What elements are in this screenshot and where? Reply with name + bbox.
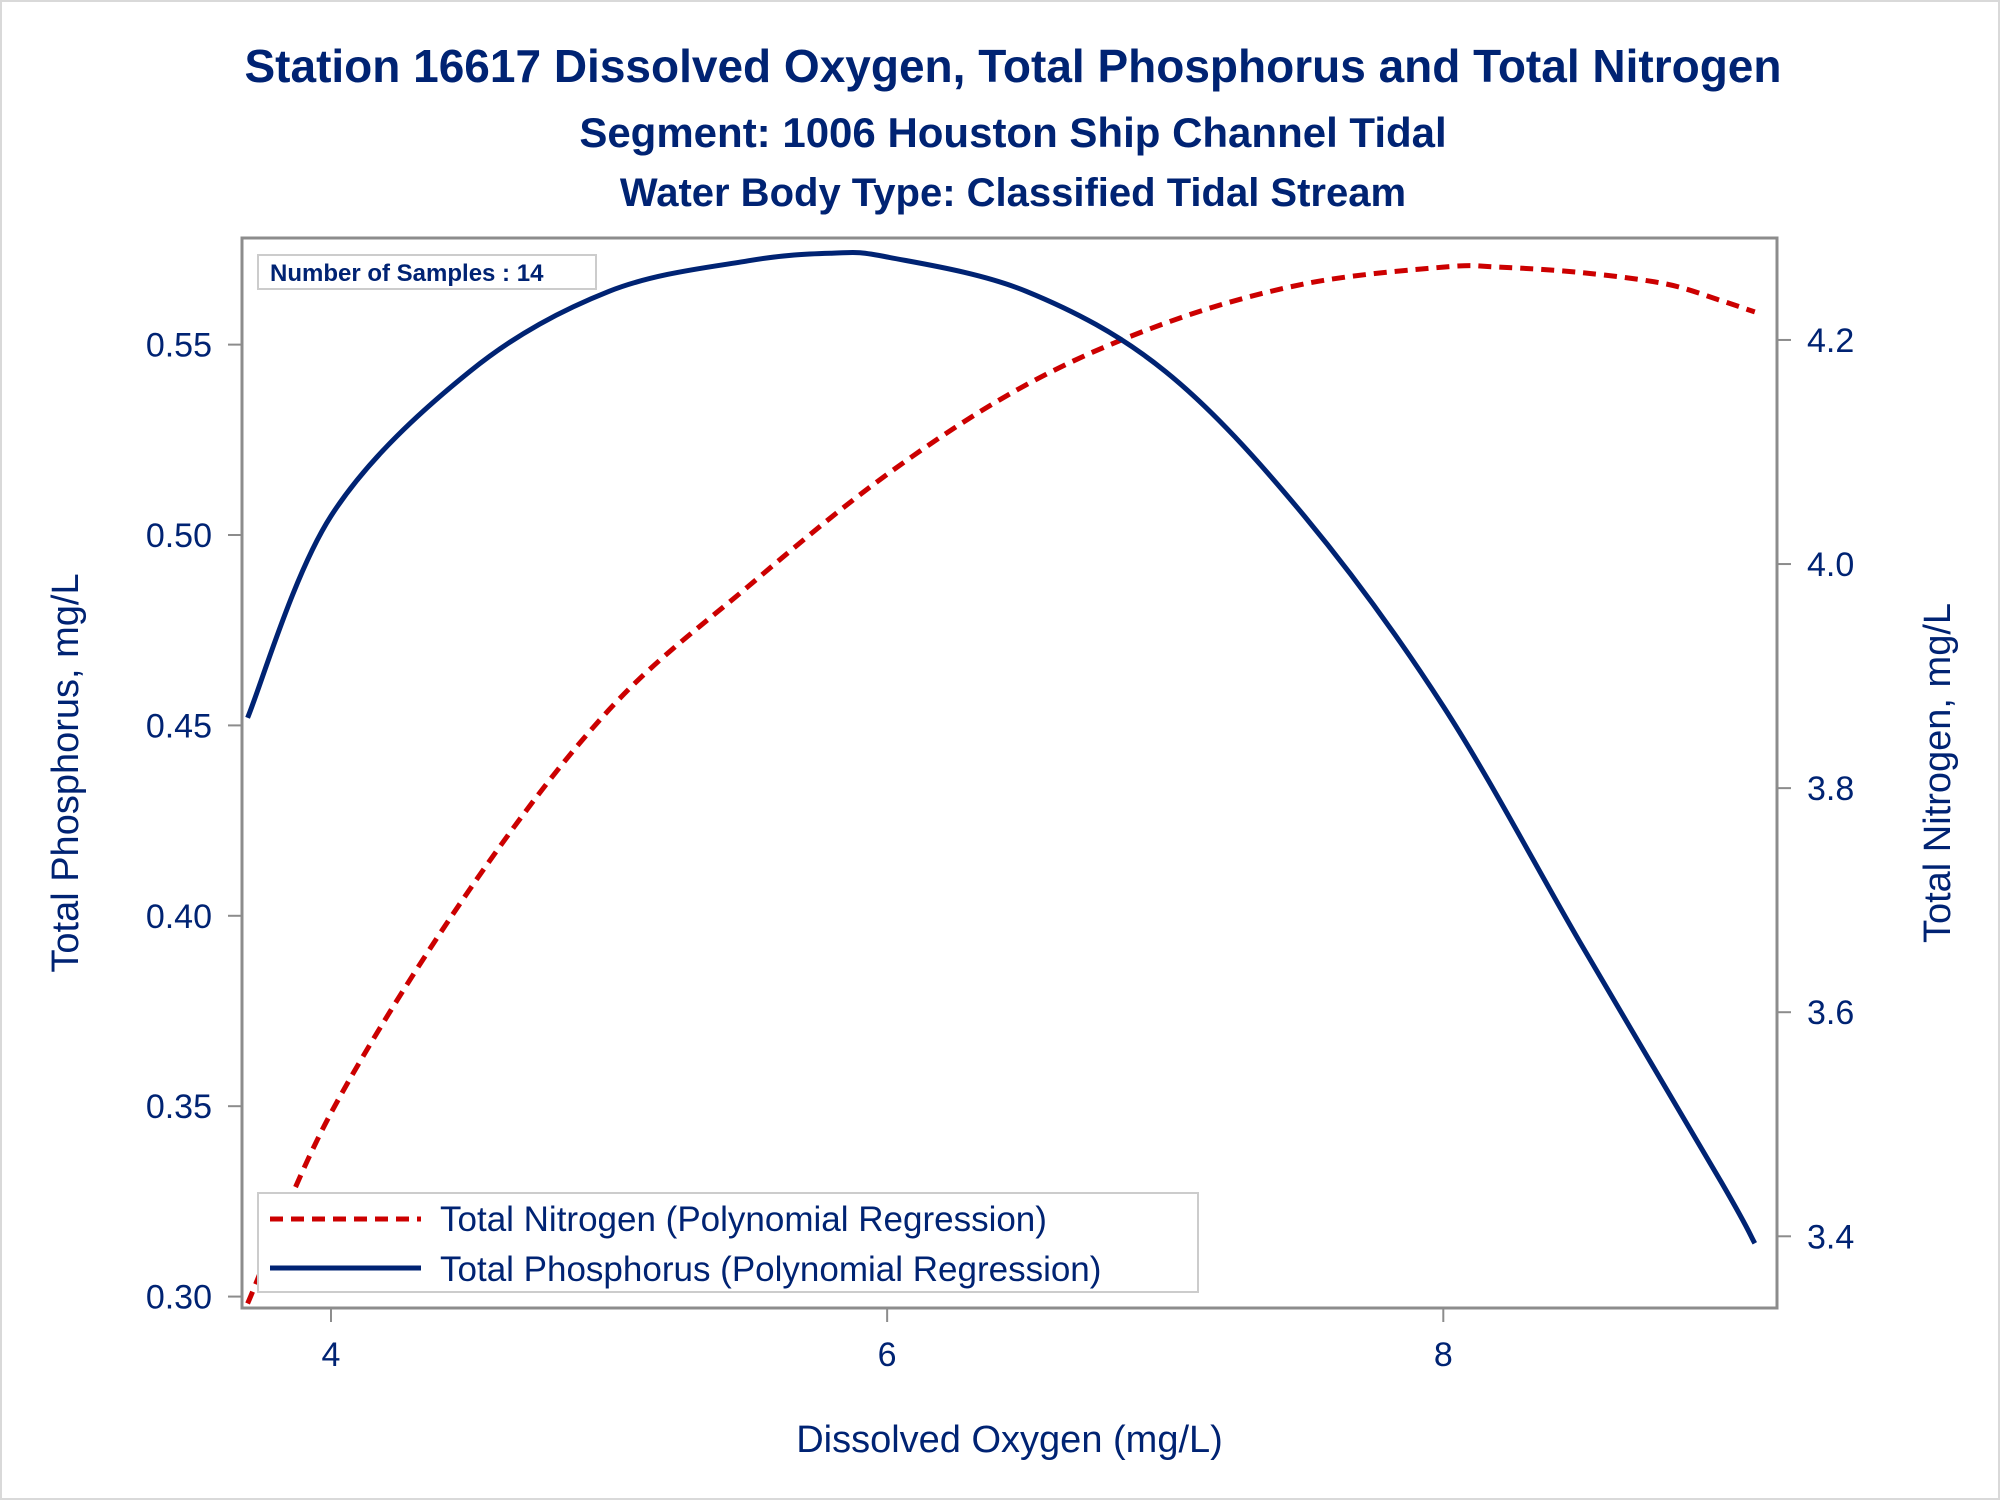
y-tick-label: 0.45 (146, 707, 212, 745)
chart-subtitle-water-body: Water Body Type: Classified Tidal Stream (620, 171, 1406, 215)
chart-subtitle: Segment: 1006 Houston Ship Channel Tidal (579, 109, 1446, 156)
nitrogen-regression-line (245, 263, 1756, 1305)
legend-nitrogen-label: Total Nitrogen (Polynomial Regression) (440, 1200, 1047, 1239)
axes-group: 4 6 8 0.30 0.35 0.40 0.45 0.50 0.55 3.4 3.6 3.8 4.0 4… (45, 236, 1959, 1461)
y2-tick-label: 4.2 (1807, 322, 1854, 360)
sample-count-box (257, 254, 597, 290)
y2-tick-label: 4.0 (1807, 546, 1854, 584)
phosphorus-regression-line (245, 249, 1757, 1245)
y-axis-label: Total Phosphorus, mg/L (45, 573, 87, 972)
x-tick-label: 8 (1434, 1336, 1453, 1374)
y2-tick-label: 3.6 (1807, 994, 1854, 1032)
x-tick-label: 4 (322, 1336, 341, 1374)
y-tick-label: 0.50 (146, 517, 212, 555)
plot-frame (240, 236, 1779, 1310)
legend: Total Nitrogen (Polynomial Regression) T… (257, 1192, 1199, 1293)
y2-tick-label: 3.4 (1807, 1218, 1854, 1256)
x-axis-label: Dissolved Oxygen (mg/L) (796, 1419, 1223, 1461)
y2-axis-label: Total Nitrogen, mg/L (1917, 603, 1959, 943)
x-tick-label: 6 (878, 1336, 897, 1374)
sample-count-label: Number of Samples : 14 (270, 260, 544, 287)
y-tick-label: 0.30 (146, 1279, 212, 1317)
y-tick-label: 0.55 (146, 327, 212, 365)
chart-title: Station 16617 Dissolved Oxygen, Total Ph… (244, 40, 1781, 92)
series-layer (245, 249, 1757, 1305)
y-tick-label: 0.40 (146, 898, 212, 936)
sample-count-inset: Number of Samples : 14 (257, 254, 597, 290)
legend-box (257, 1192, 1199, 1293)
legend-phosphorus-label: Total Phosphorus (Polynomial Regression) (440, 1250, 1101, 1289)
y-tick-label: 0.35 (146, 1088, 212, 1126)
y2-tick-label: 3.8 (1807, 770, 1854, 808)
